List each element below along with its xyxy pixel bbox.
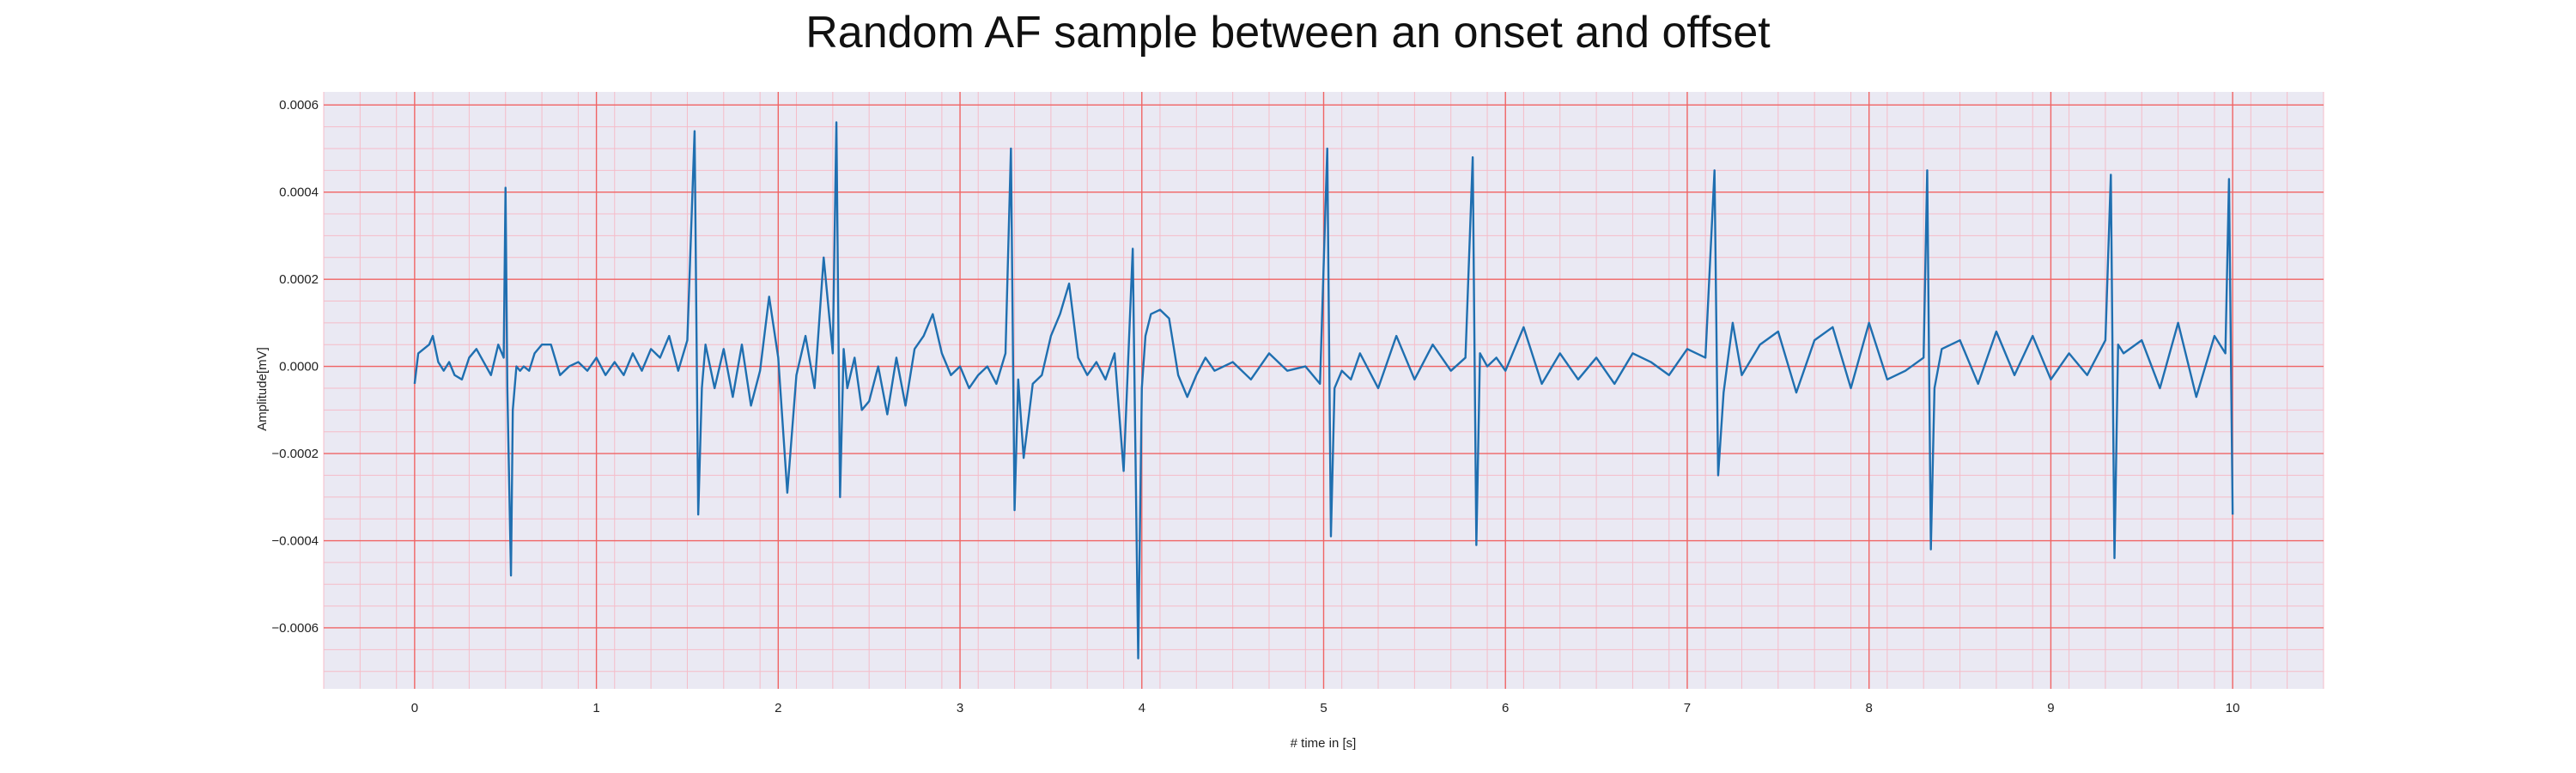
x-tick-label: 3 xyxy=(957,701,963,715)
y-tick-label: 0.0002 xyxy=(279,272,319,287)
chart-title: Random AF sample between an onset and of… xyxy=(805,8,1771,58)
x-tick-label: 6 xyxy=(1502,701,1509,715)
x-tick-label: 0 xyxy=(411,701,418,715)
x-tick-label: 5 xyxy=(1320,701,1327,715)
y-tick-label: −0.0002 xyxy=(271,447,319,461)
y-tick-label: −0.0004 xyxy=(271,534,319,549)
x-tick-label: 8 xyxy=(1866,701,1873,715)
x-tick-label: 2 xyxy=(775,701,781,715)
x-tick-label: 10 xyxy=(2226,701,2240,715)
x-tick-label: 4 xyxy=(1139,701,1145,715)
x-tick-label: 7 xyxy=(1684,701,1691,715)
y-tick-label: −0.0006 xyxy=(271,621,319,636)
y-axis-label: Amplitude[mV] xyxy=(255,347,270,431)
x-tick-label: 1 xyxy=(592,701,599,715)
x-axis-label: # time in [s] xyxy=(1291,736,1357,751)
y-tick-label: 0.0000 xyxy=(279,360,319,374)
series-line xyxy=(413,121,2234,660)
x-axis: 0 1 2 3 4 5 6 7 8 9 10 xyxy=(411,701,2240,715)
y-axis: −0.0006 −0.0004 −0.0002 0.0000 0.0002 0.0004 0… xyxy=(271,98,319,636)
x-tick-label: 9 xyxy=(2047,701,2054,715)
y-tick-label: 0.0006 xyxy=(279,98,319,113)
y-tick-label: 0.0004 xyxy=(279,186,319,200)
